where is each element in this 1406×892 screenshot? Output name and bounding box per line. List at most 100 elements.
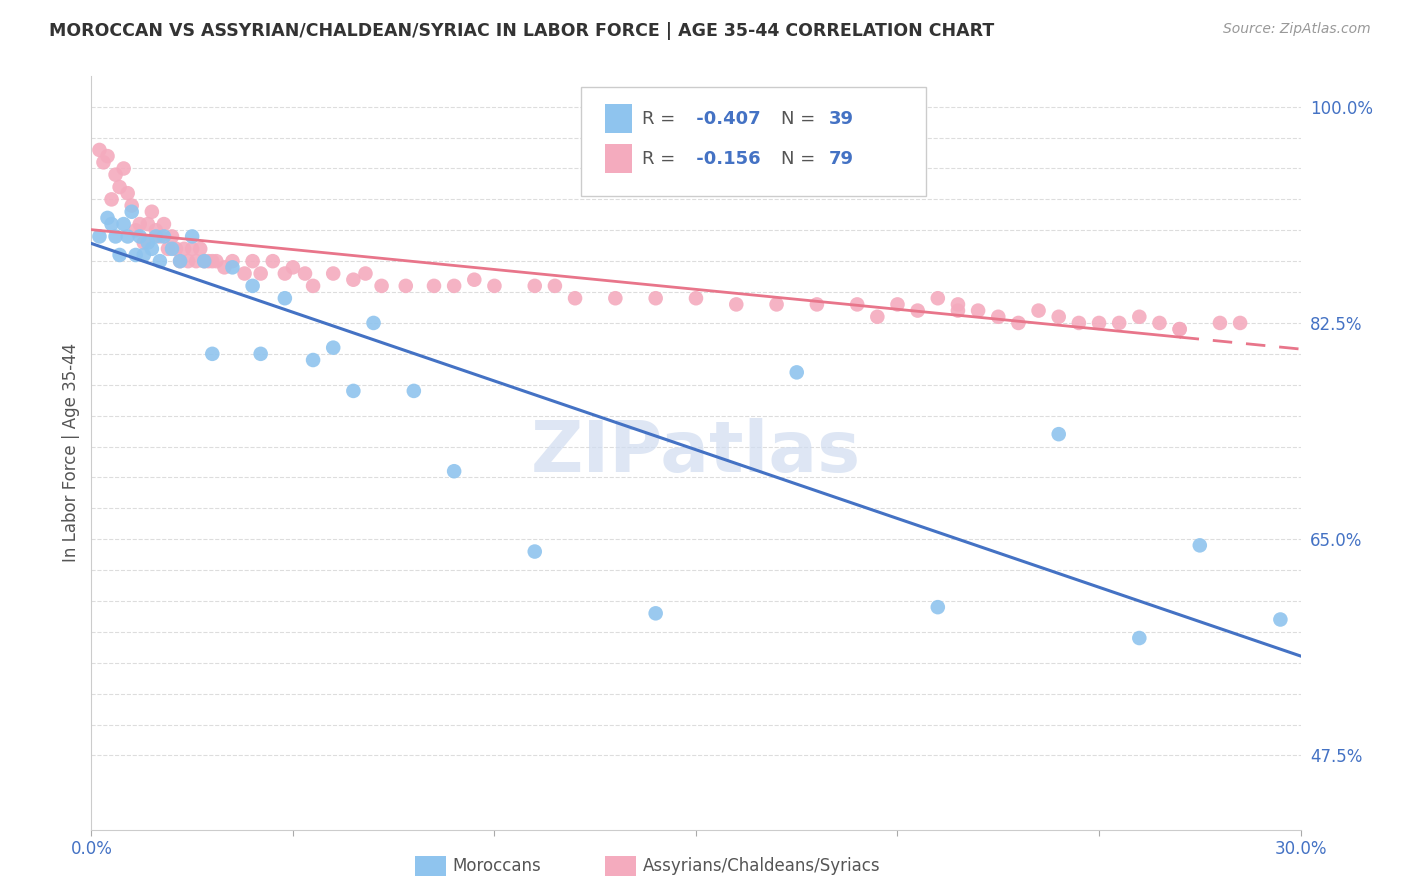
Point — [221, 260, 243, 275]
Point — [370, 278, 392, 293]
Point — [153, 229, 176, 244]
Point — [544, 278, 567, 293]
Point — [281, 260, 304, 275]
Point — [132, 235, 155, 250]
Point — [806, 297, 828, 311]
Point — [946, 297, 969, 311]
Point — [249, 267, 271, 281]
Point — [100, 193, 122, 207]
Point — [322, 267, 344, 281]
Point — [866, 310, 889, 324]
Text: -0.156: -0.156 — [690, 150, 761, 168]
Point — [205, 254, 228, 268]
Point — [402, 384, 425, 398]
Point — [1028, 303, 1050, 318]
Point — [104, 229, 127, 244]
Point — [1188, 538, 1211, 552]
Point — [128, 217, 150, 231]
Point — [274, 267, 297, 281]
Y-axis label: In Labor Force | Age 35-44: In Labor Force | Age 35-44 — [62, 343, 80, 562]
Point — [1128, 631, 1150, 645]
Point — [765, 297, 787, 311]
Point — [395, 278, 418, 293]
Point — [342, 384, 364, 398]
Point — [907, 303, 929, 318]
Text: MOROCCAN VS ASSYRIAN/CHALDEAN/SYRIAC IN LABOR FORCE | AGE 35-44 CORRELATION CHAR: MOROCCAN VS ASSYRIAN/CHALDEAN/SYRIAC IN … — [49, 22, 994, 40]
Point — [233, 267, 256, 281]
Text: R =: R = — [641, 150, 675, 168]
Point — [423, 278, 446, 293]
Point — [173, 242, 195, 256]
Point — [1229, 316, 1251, 330]
Point — [132, 248, 155, 262]
Point — [96, 149, 118, 163]
Point — [177, 254, 200, 268]
Text: ZIPatlas: ZIPatlas — [531, 418, 860, 487]
Point — [145, 223, 167, 237]
Point — [1007, 316, 1029, 330]
Point — [149, 254, 172, 268]
Point — [354, 267, 377, 281]
Point — [201, 347, 224, 361]
Point — [1047, 310, 1070, 324]
Point — [214, 260, 236, 275]
Point — [1149, 316, 1171, 330]
Point — [302, 353, 325, 368]
Point — [181, 229, 204, 244]
Point — [927, 600, 949, 615]
Point — [463, 273, 485, 287]
Point — [249, 347, 271, 361]
Point — [128, 229, 150, 244]
Point — [967, 303, 990, 318]
Point — [274, 291, 297, 305]
Point — [156, 242, 179, 256]
Point — [160, 229, 183, 244]
Point — [1067, 316, 1090, 330]
Point — [108, 180, 131, 194]
Point — [342, 273, 364, 287]
Point — [89, 229, 111, 244]
Point — [145, 229, 167, 244]
Text: Source: ZipAtlas.com: Source: ZipAtlas.com — [1223, 22, 1371, 37]
Point — [443, 464, 465, 478]
Point — [89, 143, 111, 157]
Point — [1270, 613, 1292, 627]
Point — [262, 254, 284, 268]
Point — [1088, 316, 1111, 330]
Point — [121, 198, 143, 212]
Point — [108, 248, 131, 262]
Point — [153, 217, 176, 231]
Point — [141, 242, 163, 256]
Point — [197, 254, 219, 268]
Text: R =: R = — [641, 110, 675, 128]
Point — [886, 297, 908, 311]
Point — [201, 254, 224, 268]
Text: 79: 79 — [830, 150, 853, 168]
Point — [160, 242, 183, 256]
Point — [221, 254, 243, 268]
Point — [946, 303, 969, 318]
Point — [242, 254, 264, 268]
Point — [186, 254, 208, 268]
Point — [136, 235, 159, 250]
Point — [564, 291, 586, 305]
Point — [112, 217, 135, 231]
Point — [1108, 316, 1130, 330]
Text: Moroccans: Moroccans — [453, 857, 541, 875]
Point — [1209, 316, 1232, 330]
Point — [117, 229, 139, 244]
Point — [443, 278, 465, 293]
Point — [523, 544, 546, 558]
Point — [302, 278, 325, 293]
Text: Assyrians/Chaldeans/Syriacs: Assyrians/Chaldeans/Syriacs — [643, 857, 880, 875]
Point — [165, 242, 187, 256]
Text: N =: N = — [780, 110, 815, 128]
Point — [1168, 322, 1191, 336]
FancyBboxPatch shape — [605, 104, 631, 133]
Point — [125, 248, 148, 262]
Point — [121, 204, 143, 219]
Point — [242, 278, 264, 293]
Point — [96, 211, 118, 225]
Point — [193, 254, 215, 268]
Point — [927, 291, 949, 305]
